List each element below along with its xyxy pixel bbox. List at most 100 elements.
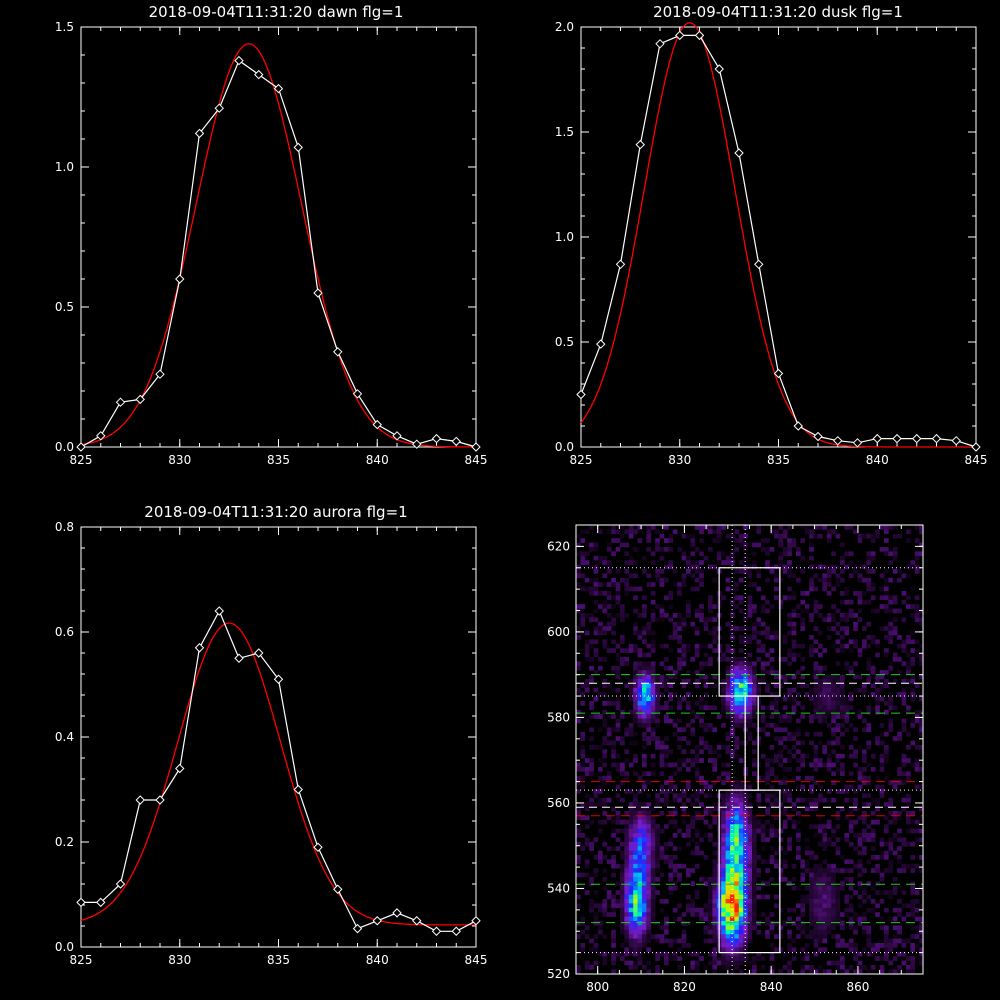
heatmap-cell: [822, 841, 828, 847]
heatmap-cell: [765, 630, 770, 636]
heatmap-cell: [650, 599, 656, 605]
y-tick-label: 1.0: [555, 230, 574, 244]
heatmap-cell: [624, 850, 630, 856]
heatmap-cell: [778, 753, 784, 759]
heatmap-cell: [615, 815, 621, 821]
heatmap-cell: [862, 850, 867, 856]
heatmap-cell: [703, 819, 709, 825]
heatmap-cell: [615, 538, 621, 543]
heatmap-cell: [694, 560, 700, 565]
heatmap-cell: [813, 894, 819, 900]
heatmap-cell: [738, 877, 744, 882]
heatmap-cell: [765, 661, 770, 667]
heatmap-cell: [646, 934, 652, 939]
heatmap-cell: [752, 868, 757, 873]
heatmap-cell: [835, 582, 841, 587]
heatmap-cell: [624, 885, 630, 891]
data-point: [313, 288, 323, 298]
heatmap-cell: [884, 789, 889, 794]
heatmap-cell: [637, 833, 643, 838]
heatmap-cell: [844, 894, 850, 900]
heatmap-cell: [835, 894, 841, 900]
heatmap-cell: [831, 828, 836, 834]
heatmap-cell: [650, 762, 656, 768]
heatmap-cell: [822, 525, 828, 530]
heatmap-cell: [769, 670, 775, 675]
heatmap-cell: [646, 841, 652, 847]
heatmap-cell: [747, 846, 753, 851]
heatmap-cell: [826, 767, 832, 772]
heatmap-cell: [642, 595, 647, 601]
heatmap-cell: [914, 551, 920, 557]
heatmap-cell: [875, 863, 880, 869]
heatmap-cell: [813, 749, 819, 755]
x-tick-label: 800: [586, 980, 609, 994]
heatmap-cell: [721, 951, 726, 957]
heatmap-cell: [602, 934, 608, 939]
heatmap-cell: [606, 859, 612, 865]
heatmap-cell: [888, 621, 894, 627]
heatmap-cell: [813, 903, 819, 909]
data-point: [155, 795, 165, 805]
heatmap-cell: [655, 701, 660, 706]
heatmap-cell: [633, 648, 638, 653]
heatmap-cell: [862, 828, 867, 834]
heatmap-cell: [642, 850, 647, 856]
heatmap-cell: [809, 890, 814, 895]
heatmap-cell: [584, 560, 590, 565]
heatmap-cell: [611, 912, 616, 917]
data-point: [135, 394, 145, 405]
heatmap-cell: [620, 899, 625, 904]
heatmap-cell: [796, 731, 801, 737]
heatmap-cell: [576, 811, 581, 816]
heatmap-cell: [734, 921, 740, 926]
x-tick-label: 825: [70, 953, 93, 967]
heatmap-cell: [677, 938, 682, 944]
heatmap-cell: [769, 929, 775, 935]
heatmap-cell: [752, 881, 757, 887]
heatmap-cell: [650, 736, 656, 741]
heatmap-cell: [611, 863, 616, 869]
heatmap-cell: [716, 551, 722, 557]
heatmap-cell: [897, 969, 902, 974]
heatmap-cell: [576, 903, 581, 909]
heatmap-cell: [738, 709, 744, 715]
heatmap-cell: [576, 551, 581, 557]
heatmap-cell: [580, 929, 586, 935]
heatmap-cell: [857, 903, 863, 909]
heatmap-cell: [804, 846, 810, 851]
heatmap-cell: [615, 529, 621, 535]
heatmap-cell: [690, 621, 696, 627]
heatmap-cell: [672, 811, 678, 816]
heatmap-cell: [589, 591, 594, 596]
heatmap-cell: [774, 833, 779, 838]
heatmap-cell: [730, 718, 735, 724]
heatmap-cell: [875, 687, 880, 693]
heatmap-cell: [844, 599, 850, 605]
heatmap-cell: [593, 916, 599, 922]
heatmap-cell: [642, 929, 647, 935]
heatmap-cell: [681, 652, 687, 658]
heatmap-cell: [624, 903, 630, 909]
heatmap-cell: [791, 806, 797, 812]
heatmap-cell: [901, 692, 907, 697]
heatmap-cell: [642, 555, 647, 561]
y-tick-label: 560: [547, 796, 570, 810]
heatmap-cell: [646, 872, 652, 878]
heatmap-cell: [853, 951, 858, 957]
heatmap-cell: [809, 881, 814, 887]
heatmap-cell: [787, 916, 792, 922]
heatmap-cell: [791, 956, 797, 961]
heatmap-cell: [642, 877, 647, 882]
heatmap-cell: [681, 802, 687, 807]
heatmap-cell: [642, 885, 647, 891]
heatmap-cell: [747, 833, 753, 838]
heatmap-cell: [743, 907, 748, 913]
heatmap-cell: [734, 943, 740, 948]
heatmap-cell: [633, 753, 638, 759]
heatmap-cell: [633, 547, 638, 552]
heatmap-cell: [884, 569, 889, 574]
heatmap-cell: [769, 604, 775, 609]
heatmap-cell: [584, 806, 590, 812]
heatmap-cell: [892, 679, 898, 684]
